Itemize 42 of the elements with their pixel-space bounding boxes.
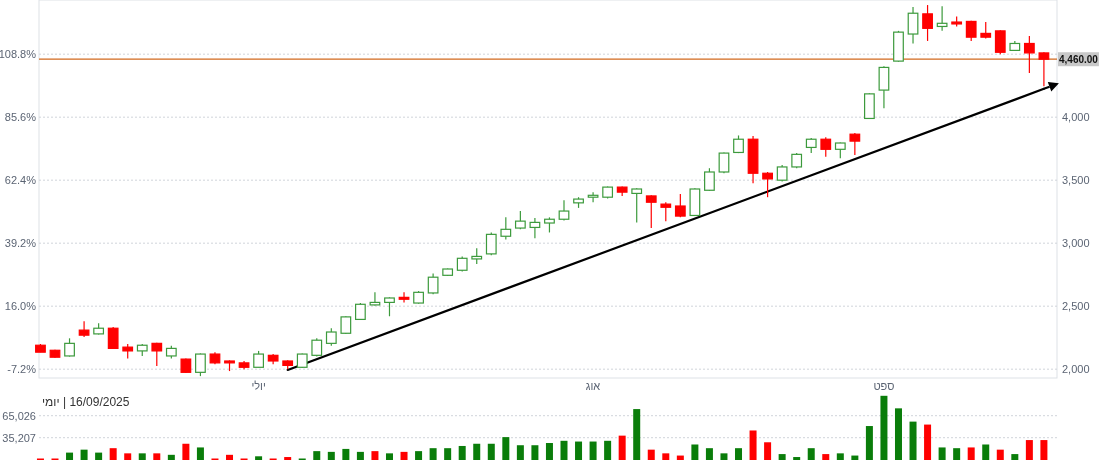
candlestick: [500, 216, 512, 240]
candlestick: [195, 352, 206, 377]
x-tick-label: יולי: [251, 380, 266, 392]
candlestick: [587, 191, 599, 203]
candlestick: [1023, 35, 1035, 74]
candlestick: [1038, 51, 1050, 87]
candlestick: [78, 320, 90, 338]
y2-tick-label: 2,500: [1062, 300, 1090, 313]
candlestick: [704, 167, 715, 192]
y-tick-label: 16.0%: [4, 300, 37, 313]
x-tick-label: ספט: [873, 380, 895, 392]
y-tick-label: 62.4%: [4, 174, 37, 187]
candlestick: [762, 171, 773, 198]
y-tick-label: -7.2%: [7, 363, 37, 376]
candlestick: [631, 187, 643, 223]
y2-tick-label: 3,500: [1062, 174, 1090, 187]
candlestick: [311, 337, 323, 358]
y2-tick-label: 2,000: [1062, 363, 1090, 376]
y-tick-label: 108.8%: [0, 48, 37, 61]
y-tick-label: 35,207: [2, 431, 36, 444]
y2-tick-label: 3,000: [1062, 237, 1090, 250]
y-tick-label: 85.6%: [4, 111, 37, 124]
candlestick: [64, 337, 75, 358]
ref-line-label: 4,460.00: [1059, 53, 1099, 65]
y-tick-label: 65,026: [2, 409, 36, 422]
candlestick: [529, 217, 541, 239]
candlestick: [849, 132, 861, 156]
candlestick: [558, 199, 570, 222]
candlestick: [922, 4, 933, 42]
candlestick: [994, 29, 1006, 55]
candlestick: [384, 296, 395, 317]
x-tick-label: אוג: [585, 380, 601, 392]
candlestick: [660, 201, 672, 222]
y2-tick-label: 4,000: [1062, 111, 1090, 124]
candlestick: [369, 291, 381, 307]
candlestick: [936, 5, 948, 32]
y-tick-label: 39.2%: [4, 237, 37, 250]
candlestick: [398, 291, 410, 303]
candlestick: [878, 65, 890, 109]
candlestick: [820, 136, 832, 158]
candlestick: [645, 194, 657, 229]
candlestick: [907, 6, 919, 45]
